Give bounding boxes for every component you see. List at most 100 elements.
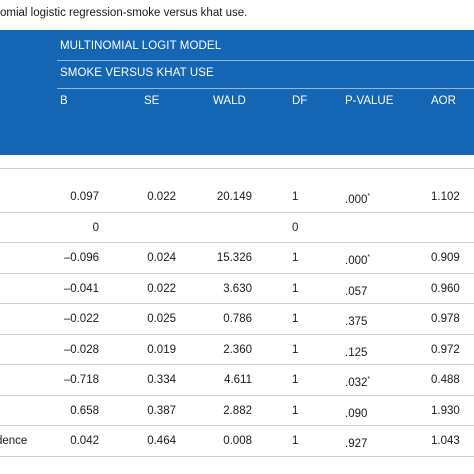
- cell-b: 0.097: [62, 182, 99, 212]
- cell-aor: 0.972: [431, 335, 460, 365]
- column-header-wald: WALD: [213, 95, 246, 107]
- cell-wald-text: 20.149: [216, 191, 252, 203]
- cell-b-text: –0.718: [63, 374, 99, 386]
- cell-aor-text: 0.488: [431, 374, 460, 386]
- cell-se-text: 0.022: [147, 282, 176, 295]
- cell-aor-text: 1.043: [431, 435, 460, 447]
- cell-p-value: .032*: [345, 365, 370, 395]
- cell-se: 0.019: [138, 335, 176, 365]
- cell-p-value: .000*: [345, 243, 370, 273]
- cell-aor-text: 0.909: [431, 252, 460, 264]
- cell-b: 0.042: [62, 426, 99, 456]
- cell-aor-text: 1.102: [431, 191, 460, 203]
- cell-se: 0.024: [138, 243, 176, 273]
- cell-wald-text: 2.882: [223, 404, 252, 417]
- cell-df-text: 1: [292, 404, 299, 417]
- significance-marker: *: [367, 254, 371, 261]
- cell-se-text: 0.334: [147, 374, 176, 386]
- cell-df: 1: [292, 304, 298, 334]
- cell-df-text: 1: [292, 343, 299, 356]
- cell-wald: 15.326: [210, 243, 252, 273]
- row-label: dence: [0, 426, 27, 456]
- header-divider: [57, 60, 474, 61]
- cell-df-text: 1: [292, 191, 299, 203]
- cell-se-text: 0.024: [147, 252, 176, 264]
- cell-df-text: 0: [292, 221, 299, 234]
- cell-wald: [210, 213, 252, 243]
- cell-wald: 4.611: [210, 365, 252, 395]
- cell-aor: 1.043: [431, 426, 460, 456]
- cell-aor: 0.978: [431, 304, 460, 334]
- cell-p-value-text: .032: [345, 376, 368, 389]
- column-header-b: B: [60, 95, 68, 107]
- cell-b-text: 0.042: [70, 435, 99, 447]
- cell-wald-text: 4.611: [224, 374, 252, 386]
- cell-se: 0.025: [138, 304, 176, 334]
- cell-aor: 0.488: [431, 365, 460, 395]
- row-label-text: dence: [0, 435, 28, 447]
- cell-aor-text: 0.978: [431, 313, 460, 325]
- column-header-se: SE: [144, 95, 160, 107]
- cell-b-text: –0.028: [63, 343, 99, 356]
- cell-df: 1: [292, 396, 298, 426]
- cell-wald: 20.149: [210, 182, 252, 212]
- cell-wald-text: 0.786: [223, 313, 252, 325]
- cell-p-value-text: .000: [345, 193, 368, 206]
- cell-se: [138, 213, 176, 243]
- cell-b-text: –0.022: [63, 313, 99, 325]
- cell-b: 0: [62, 213, 99, 243]
- cell-p-value: .927: [345, 426, 367, 456]
- cell-b: –0.022: [62, 304, 99, 334]
- cell-p-value-text: .375: [345, 315, 368, 328]
- significance-marker: *: [367, 193, 371, 200]
- cell-se: 0.022: [138, 274, 176, 304]
- cell-se-text: 0.464: [147, 435, 176, 447]
- table-row: –0.041 0.022 3.630 1 .057 0.960: [0, 274, 474, 304]
- cell-aor-text: 0.960: [431, 282, 460, 295]
- cell-se: 0.334: [138, 365, 176, 395]
- table-caption: omial logistic regression-smoke versus k…: [0, 7, 248, 19]
- header-bottom-rule: [0, 168, 474, 169]
- cell-aor: 1.102: [431, 182, 460, 212]
- table-row: dence 0.042 0.464 0.008 1 .927 1.043: [0, 426, 474, 457]
- cell-df: 1: [292, 365, 298, 395]
- cell-df: 0: [292, 213, 298, 243]
- cell-p-value-text: .927: [345, 437, 368, 450]
- cell-df-text: 1: [292, 282, 299, 295]
- cell-b-text: 0.097: [70, 191, 99, 203]
- table-row: 0.658 0.387 2.882 1 .090 1.930: [0, 396, 474, 426]
- cell-wald-text: 3.630: [223, 282, 252, 295]
- cell-b: –0.718: [62, 365, 99, 395]
- cell-se-text: 0.019: [147, 343, 176, 356]
- cell-aor: 0.960: [431, 274, 460, 304]
- cell-wald-text: 2.360: [223, 343, 252, 356]
- cell-df-text: 1: [292, 374, 299, 386]
- cell-wald: 3.630: [210, 274, 252, 304]
- table-row: –0.028 0.019 2.360 1 .125 0.972: [0, 335, 474, 365]
- cell-wald: 2.882: [210, 396, 252, 426]
- cell-aor-text: 0.972: [431, 343, 460, 356]
- cell-b: –0.041: [62, 274, 99, 304]
- cell-df-text: 1: [292, 313, 299, 325]
- cell-df: 1: [292, 335, 298, 365]
- cell-p-value-text: .125: [345, 346, 368, 359]
- cell-se-text: 0.022: [147, 191, 176, 203]
- cell-se: 0.387: [138, 396, 176, 426]
- table-row: 0.097 0.022 20.149 1 .000* 1.102: [0, 182, 474, 213]
- table-row: –0.022 0.025 0.786 1 .375 0.978: [0, 304, 474, 335]
- cell-df: 1: [292, 182, 298, 212]
- cell-p-value-text: .000: [345, 254, 368, 267]
- column-header-p-value: P-VALUE: [345, 95, 394, 107]
- cell-aor-text: 1.930: [431, 404, 460, 417]
- cell-wald: 2.360: [210, 335, 252, 365]
- cell-wald: 0.008: [210, 426, 252, 456]
- cell-aor: 1.930: [431, 396, 460, 426]
- cell-df: 1: [292, 243, 298, 273]
- model-title: MULTINOMIAL LOGIT MODEL: [60, 40, 222, 52]
- cell-wald: 0.786: [210, 304, 252, 334]
- header-divider: [57, 88, 474, 89]
- cell-b: 0.658: [62, 396, 99, 426]
- cell-se: 0.464: [138, 426, 176, 456]
- table-row: –0.718 0.334 4.611 1 .032* 0.488: [0, 365, 474, 396]
- cell-b: –0.028: [62, 335, 99, 365]
